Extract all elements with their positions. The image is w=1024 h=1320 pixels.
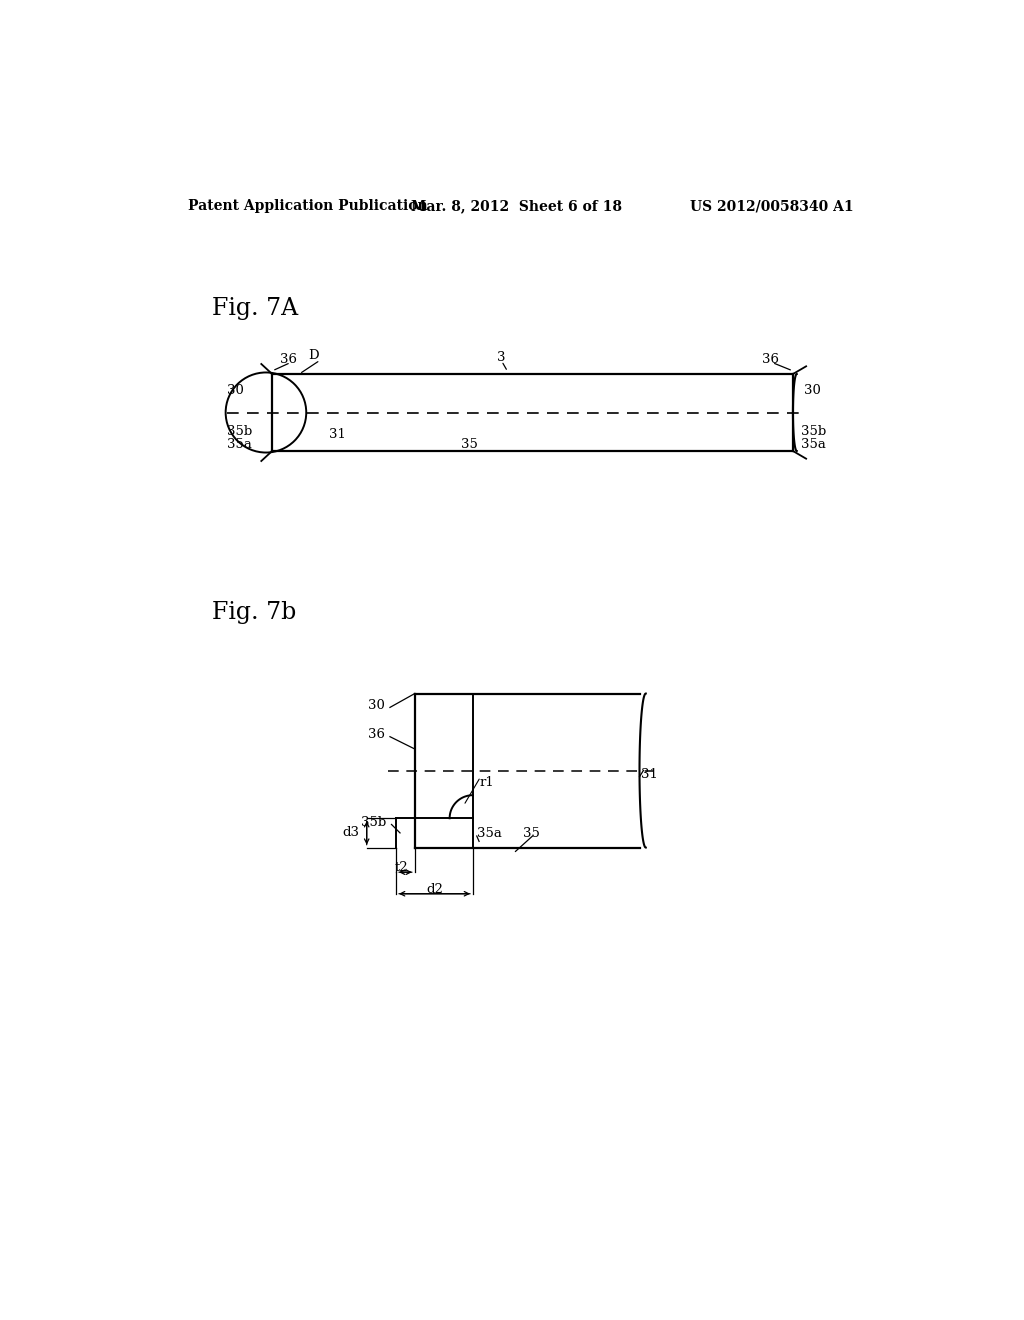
- Text: 35a: 35a: [227, 438, 252, 451]
- Text: 35b: 35b: [227, 425, 253, 438]
- Text: Patent Application Publication: Patent Application Publication: [188, 199, 428, 213]
- Text: d2: d2: [427, 883, 443, 896]
- Text: 35: 35: [523, 828, 540, 841]
- Text: 36: 36: [762, 352, 779, 366]
- Text: US 2012/0058340 A1: US 2012/0058340 A1: [690, 199, 853, 213]
- Text: 35a: 35a: [477, 828, 502, 841]
- Text: 30: 30: [804, 384, 820, 397]
- Text: 35a: 35a: [801, 438, 825, 451]
- Text: 35b: 35b: [801, 425, 826, 438]
- Text: 31: 31: [641, 768, 658, 781]
- Text: t2: t2: [394, 861, 409, 874]
- Text: Mar. 8, 2012  Sheet 6 of 18: Mar. 8, 2012 Sheet 6 of 18: [411, 199, 622, 213]
- Text: 35: 35: [461, 438, 478, 451]
- Text: 3: 3: [497, 351, 506, 363]
- Text: 31: 31: [330, 428, 346, 441]
- Text: 36: 36: [369, 727, 385, 741]
- Text: 35b: 35b: [360, 816, 386, 829]
- Text: 30: 30: [369, 698, 385, 711]
- Text: Fig. 7A: Fig. 7A: [212, 297, 298, 319]
- Text: 36: 36: [280, 352, 297, 366]
- Text: Fig. 7b: Fig. 7b: [212, 601, 296, 624]
- Text: r1: r1: [479, 776, 494, 788]
- Text: d3: d3: [342, 826, 358, 840]
- Text: 30: 30: [227, 384, 244, 397]
- Text: D: D: [308, 348, 319, 362]
